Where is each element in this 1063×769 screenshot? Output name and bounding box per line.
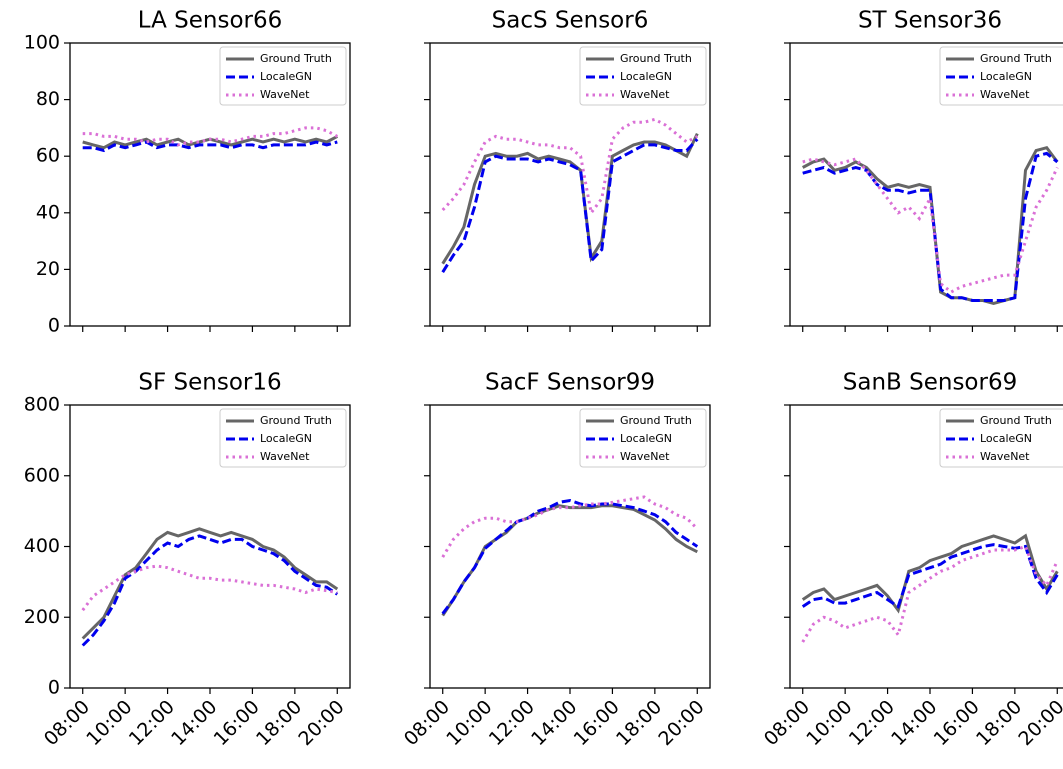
subplot-title: LA Sensor66 [138, 8, 283, 34]
x-tick-label: 18:00 [252, 696, 306, 750]
series-line [81, 527, 339, 640]
subplot: SacS Sensor6 Ground Truth LocaleGN WaveNet [424, 8, 711, 332]
series-line [801, 543, 1059, 609]
axes-frame [429, 42, 711, 327]
x-tick-label: 18:00 [972, 696, 1026, 750]
legend-label: WaveNet [620, 88, 670, 101]
legend-box [219, 408, 347, 468]
legend-label: WaveNet [980, 450, 1030, 463]
series-line [82, 140, 338, 153]
subplot: SanB Sensor69 08:0010:0012:0014:0016:0018… [760, 370, 1063, 750]
y-tick-label: 100 [24, 32, 60, 54]
legend-label: Ground Truth [980, 52, 1052, 65]
subplot-title: ST Sensor36 [858, 8, 1002, 34]
x-tick-label: 14:00 [887, 696, 941, 750]
y-tick-label: 0 [48, 677, 60, 699]
legend-box [579, 46, 707, 106]
subplot-title: SF Sensor16 [138, 370, 281, 396]
series-line [441, 495, 699, 558]
subplot: LA Sensor66 0 20 40 60 80 100 Ground Truth Local… [24, 8, 351, 337]
x-tick-label: 20:00 [654, 696, 708, 750]
series-line [801, 533, 1059, 614]
series-line [802, 151, 1059, 302]
subplot-title: SanB Sensor69 [843, 370, 1017, 396]
x-tick-label: 18:00 [612, 696, 666, 750]
axes-frame [789, 404, 1063, 689]
y-tick-label: 0 [48, 315, 60, 337]
y-tick-label: 200 [24, 606, 60, 628]
x-tick-label: 20:00 [1014, 696, 1063, 750]
series-line [81, 534, 339, 647]
series-line [441, 504, 698, 617]
legend-label: WaveNet [620, 450, 670, 463]
legend-label: LocaleGN [980, 432, 1032, 445]
x-tick-label: 16:00 [930, 696, 984, 750]
x-tick-label: 08:00 [400, 696, 454, 750]
series-line [802, 157, 1059, 294]
x-tick-label: 10:00 [442, 696, 496, 750]
legend-box [219, 46, 347, 106]
x-tick-label: 14:00 [167, 696, 221, 750]
subplot: ST Sensor36 Ground Truth LocaleGN WaveNet [784, 8, 1063, 332]
subplot-title: SacF Sensor99 [485, 370, 655, 396]
legend-label: WaveNet [260, 88, 310, 101]
legend-label: LocaleGN [620, 70, 672, 83]
y-tick-label: 60 [36, 145, 60, 167]
legend-label: Ground Truth [620, 52, 692, 65]
x-tick-label: 12:00 [125, 696, 179, 750]
axes-frame [69, 404, 351, 689]
legend-label: LocaleGN [620, 432, 672, 445]
x-tick-label: 10:00 [802, 696, 856, 750]
legend-label: WaveNet [980, 88, 1030, 101]
series-line [441, 138, 699, 273]
y-tick-label: 600 [24, 464, 60, 486]
legend-box [939, 46, 1063, 106]
x-tick-label: 08:00 [760, 696, 814, 750]
series-line [801, 544, 1059, 643]
legend-label: LocaleGN [980, 70, 1032, 83]
legend-label: Ground Truth [260, 414, 332, 427]
series-line [81, 564, 338, 612]
x-tick-label: 12:00 [485, 696, 539, 750]
series-line [441, 132, 699, 265]
x-tick-label: 14:00 [527, 696, 581, 750]
series-line [82, 126, 339, 147]
subplot-title: SacS Sensor6 [492, 8, 649, 34]
subplot: SF Sensor16020040060080008:0010:0012:001… [24, 370, 351, 750]
axes-frame [429, 404, 711, 689]
axes-frame [69, 42, 351, 327]
subplot: SacF Sensor99 08:0010:0012:0014:0016:0018… [400, 370, 711, 750]
x-tick-label: 16:00 [570, 696, 624, 750]
y-tick-label: 400 [24, 535, 60, 557]
legend-label: LocaleGN [260, 432, 312, 445]
y-tick-label: 800 [24, 394, 60, 416]
y-tick-label: 80 [36, 88, 60, 110]
x-tick-label: 20:00 [294, 696, 348, 750]
legend-label: Ground Truth [260, 52, 332, 65]
x-tick-label: 12:00 [845, 696, 899, 750]
x-tick-label: 16:00 [210, 696, 264, 750]
legend-label: Ground Truth [620, 414, 692, 427]
x-tick-label: 10:00 [82, 696, 136, 750]
series-line [441, 498, 699, 615]
legend-box [939, 408, 1063, 468]
legend-label: LocaleGN [260, 70, 312, 83]
legend-box [579, 408, 707, 468]
legend-label: Ground Truth [980, 414, 1052, 427]
x-tick-label: 08:00 [40, 696, 94, 750]
legend-label: WaveNet [260, 450, 310, 463]
y-tick-label: 20 [36, 258, 60, 280]
y-tick-label: 40 [36, 201, 60, 223]
axes-frame [789, 42, 1063, 327]
